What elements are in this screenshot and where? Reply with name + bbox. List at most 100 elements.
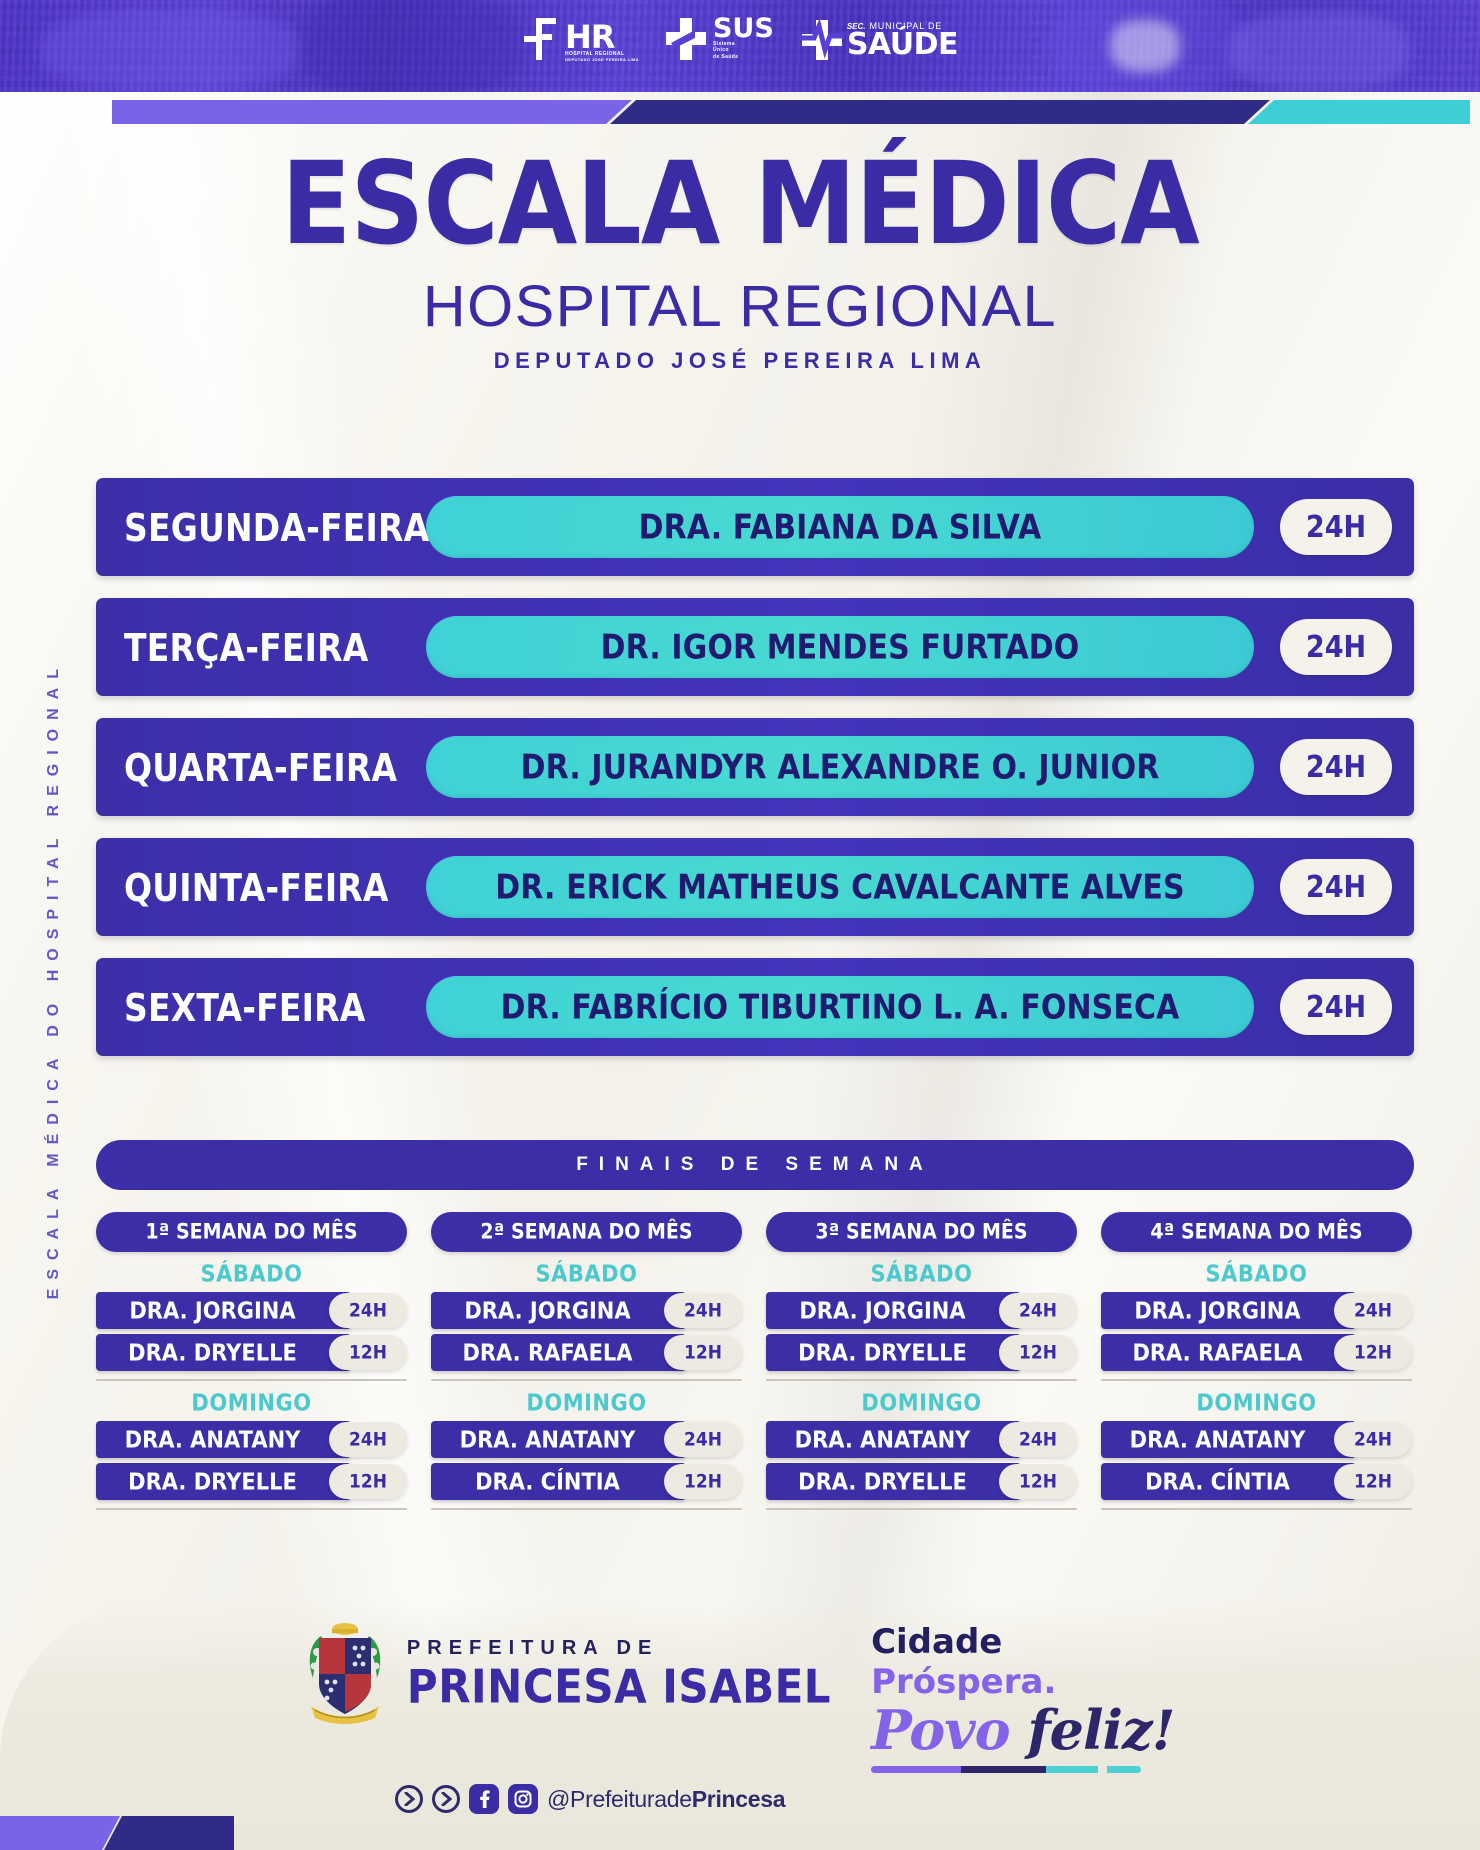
weekend-heading: FINAIS DE SEMANA <box>96 1140 1414 1190</box>
chevron-right-icon-2[interactable] <box>432 1785 460 1813</box>
slogan-bar-navy <box>960 1766 1046 1773</box>
weekend-doctor-bar: DRA. CÍNTIA <box>1101 1463 1356 1500</box>
weekend-hours-text: 24H <box>349 1428 387 1451</box>
slogan-line-2: Povo feliz! <box>871 1698 1181 1762</box>
chevron-banner <box>0 100 1480 124</box>
weekend-hours-text: 12H <box>1354 1470 1392 1493</box>
weekend-hours-badge: 12H <box>999 1335 1077 1370</box>
weekday-row: SEXTA-FEIRA DR. FABRÍCIO TIBURTINO L. A. … <box>96 958 1414 1056</box>
weekend-hours-badge: 12H <box>1334 1335 1412 1370</box>
weekend-doctor-name: DRA. JORGINA <box>799 1297 966 1324</box>
weekend-doctor-bar: DRA. CÍNTIA <box>431 1463 686 1500</box>
social-row: @PrefeituradePrincesa <box>395 1784 786 1814</box>
sus-sub3: de Saúde <box>712 53 739 60</box>
weekend-hours-text: 12H <box>349 1470 387 1493</box>
weekend-doctor-row: DRA. DRYELLE 12H <box>766 1334 1077 1371</box>
photo-texture <box>0 0 1480 92</box>
weekend-hours-text: 24H <box>684 1428 722 1451</box>
weekday-hours-text: 24H <box>1305 749 1367 785</box>
column-divider <box>96 1379 407 1381</box>
ambulance-shape <box>1110 20 1180 72</box>
page-subtitle: HOSPITAL REGIONAL <box>422 274 1058 340</box>
weekday-row: TERÇA-FEIRA DR. IGOR MENDES FURTADO 24H <box>96 598 1414 696</box>
hr-logo-sub1: HOSPITAL REGIONAL <box>565 50 625 57</box>
weekday-doctor-name: DR. FABRÍCIO TIBURTINO L. A. FONSECA <box>500 987 1180 1027</box>
weekend-hours-text: 12H <box>349 1341 387 1364</box>
column-divider <box>1101 1508 1412 1510</box>
column-divider <box>431 1379 742 1381</box>
weekend-doctor-name: DRA. ANATANY <box>794 1426 971 1453</box>
weekend-doctor-row: DRA. RAFAELA 12H <box>431 1334 742 1371</box>
weekend-doctor-row: DRA. JORGINA 24H <box>431 1292 742 1329</box>
slogan-line1-b: Próspera. <box>871 1662 1057 1702</box>
footer-band <box>0 1600 1480 1850</box>
weekend-doctor-bar: DRA. DRYELLE <box>766 1334 1021 1371</box>
weekend-doctor-name: DRA. DRYELLE <box>798 1468 967 1495</box>
saude-sub2: MUNICIPAL DE <box>869 20 943 31</box>
weekend-doctor-bar: DRA. JORGINA <box>1101 1292 1356 1329</box>
side-vertical-label: ESCALA MÉDICA DO HOSPITAL REGIONAL <box>34 420 74 1540</box>
saude-sub1: SEC. <box>846 21 866 31</box>
sus-logo: SUS Sistema Único de Saúde <box>665 15 774 61</box>
weekend-doctor-name: DRA. ANATANY <box>124 1426 301 1453</box>
saturday-label: SÁBADO <box>200 1260 303 1288</box>
weekend-hours-text: 12H <box>1354 1341 1392 1364</box>
slogan-block: Cidade Próspera. Povo feliz! <box>871 1622 1181 1773</box>
bottom-left-accent <box>0 1816 234 1850</box>
instagram-icon[interactable] <box>508 1784 538 1814</box>
weekend-doctor-name: DRA. RAFAELA <box>1132 1339 1303 1366</box>
weekday-doctor-name: DR. IGOR MENDES FURTADO <box>600 627 1080 667</box>
weekend-doctor-name: DRA. DRYELLE <box>798 1339 967 1366</box>
hr-logo-sub2: DEPUTADO JOSE PEREIRA LIMA <box>565 57 639 62</box>
weekday-name: SEGUNDA-FEIRA <box>124 504 430 550</box>
weekend-column-title-text: 1ª SEMANA DO MÊS <box>145 1219 358 1245</box>
page-subtitle-two: DEPUTADO JOSÉ PEREIRA LIMA <box>493 348 987 374</box>
weekend-doctor-bar: DRA. JORGINA <box>96 1292 351 1329</box>
weekday-doctor-pill: DR. ERICK MATHEUS CAVALCANTE ALVES <box>426 856 1254 918</box>
facebook-icon[interactable] <box>469 1784 499 1814</box>
sunday-label: DOMINGO <box>191 1389 312 1417</box>
chevron-right-icon-1[interactable] <box>395 1785 423 1813</box>
weekend-hours-text: 12H <box>684 1341 722 1364</box>
hr-logo: HR HOSPITAL REGIONAL DEPUTADO JOSE PEREI… <box>522 16 639 62</box>
slogan-line2-a: Povo <box>871 1698 1028 1762</box>
weekend-column-title: 1ª SEMANA DO MÊS <box>96 1212 407 1252</box>
weekend-doctor-row: DRA. JORGINA 24H <box>96 1292 407 1329</box>
weekend-doctor-row: DRA. CÍNTIA 12H <box>431 1463 742 1500</box>
social-handle-plain: @Prefeiturade <box>547 1785 692 1812</box>
column-divider <box>766 1508 1077 1510</box>
weekend-doctor-name: DRA. CÍNTIA <box>475 1468 620 1495</box>
social-handle[interactable]: @PrefeituradePrincesa <box>547 1785 786 1813</box>
column-divider <box>431 1508 742 1510</box>
weekday-doctor-pill: DR. FABRÍCIO TIBURTINO L. A. FONSECA <box>426 976 1254 1038</box>
weekend-doctor-bar: DRA. JORGINA <box>766 1292 1021 1329</box>
weekend-doctor-bar: DRA. ANATANY <box>96 1421 351 1458</box>
weekend-doctor-name: DRA. DRYELLE <box>128 1339 297 1366</box>
weekend-column-title: 3ª SEMANA DO MÊS <box>766 1212 1077 1252</box>
slogan-line-1: Cidade Próspera. <box>871 1622 1181 1702</box>
weekend-column: 2ª SEMANA DO MÊS SÁBADO DRA. JORGINA 24H DRA… <box>419 1212 754 1510</box>
saude-pulse-cross-icon <box>799 18 844 60</box>
weekend-hours-text: 24H <box>1019 1428 1057 1451</box>
weekend-hours-text: 24H <box>684 1299 722 1322</box>
weekend-hours-text: 12H <box>1019 1341 1057 1364</box>
saturday-label: SÁBADO <box>1205 1260 1308 1288</box>
weekend-hours-badge: 12H <box>1334 1464 1412 1499</box>
weekday-doctor-pill: DR. JURANDYR ALEXANDRE O. JUNIOR <box>426 736 1254 798</box>
weekend-schedule-grid: 1ª SEMANA DO MÊS SÁBADO DRA. JORGINA 24H DRA… <box>84 1212 1424 1510</box>
sus-sub2: Único <box>712 47 729 54</box>
column-divider <box>766 1379 1077 1381</box>
weekday-schedule-list: SEGUNDA-FEIRA DRA. FABIANA DA SILVA 24H TER… <box>96 478 1414 1078</box>
weekend-doctor-row: DRA. JORGINA 24H <box>766 1292 1077 1329</box>
weekday-doctor-name: DR. ERICK MATHEUS CAVALCANTE ALVES <box>495 867 1185 907</box>
weekday-hours-text: 24H <box>1305 869 1367 905</box>
weekend-doctor-row: DRA. DRYELLE 12H <box>96 1334 407 1371</box>
weekend-hours-text: 24H <box>1019 1299 1057 1322</box>
photo-blob <box>40 10 300 90</box>
weekday-name: SEXTA-FEIRA <box>124 984 366 1030</box>
weekday-name: QUARTA-FEIRA <box>124 744 398 790</box>
prefeitura-line1: PREFEITURA DE <box>406 1637 659 1659</box>
slogan-bar-teal <box>1045 1766 1098 1773</box>
weekday-row: SEGUNDA-FEIRA DRA. FABIANA DA SILVA 24H <box>96 478 1414 576</box>
weekend-doctor-row: DRA. JORGINA 24H <box>1101 1292 1412 1329</box>
